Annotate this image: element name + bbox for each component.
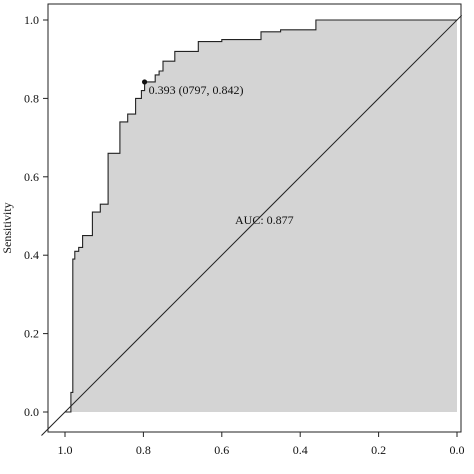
x-tick-label: 0.2 — [371, 443, 386, 457]
x-tick-label: 0.0 — [450, 443, 465, 457]
threshold-label: 0.393 (0797, 0.842) — [149, 83, 244, 97]
y-tick-label: 0.2 — [24, 327, 39, 341]
y-tick-label: 1.0 — [24, 13, 39, 27]
reference-diagonal — [41, 14, 463, 436]
y-tick-label: 0.6 — [24, 170, 39, 184]
plot-area: 0.393 (0797, 0.842) AUC: 0.877 — [41, 14, 463, 436]
plot-frame — [47, 3, 462, 433]
roc-curve — [65, 19, 457, 413]
y-tick-label: 0.8 — [24, 91, 39, 105]
x-tick-label: 1.0 — [58, 443, 73, 457]
auc-label: AUC: 0.877 — [235, 213, 294, 227]
axes: 0.0 0.2 0.4 0.6 0.8 1.0 1.0 0.8 0.6 0.4 0.2 0.0 — [24, 3, 465, 457]
y-tick-label: 0.4 — [24, 248, 39, 262]
y-tick-label: 0.0 — [24, 405, 39, 419]
x-tick-label: 0.4 — [293, 443, 308, 457]
x-tick-label: 0.6 — [214, 443, 229, 457]
threshold-point — [141, 79, 148, 85]
x-tick-label: 0.8 — [136, 443, 151, 457]
y-axis-title: Sensitivity — [0, 202, 14, 253]
